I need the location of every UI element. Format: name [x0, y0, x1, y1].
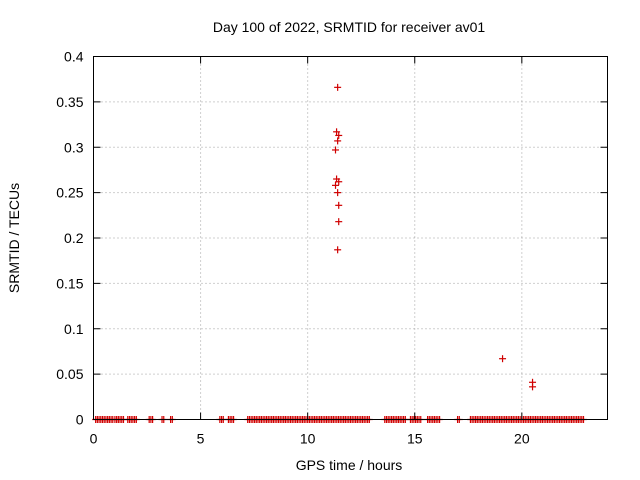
- data-point: [334, 246, 342, 254]
- data-point: [335, 201, 343, 209]
- data-point: [332, 146, 340, 154]
- x-tick-labels: 0 5 10 15 20: [90, 431, 530, 447]
- y-tick-label: 0.15: [56, 275, 83, 291]
- y-tick-label: 0.35: [56, 94, 83, 110]
- y-tick-label: 0.05: [56, 366, 83, 382]
- x-tick-label: 20: [514, 431, 530, 447]
- chart-title: Day 100 of 2022, SRMTID for receiver av0…: [213, 19, 486, 35]
- y-tick-label: 0.2: [64, 230, 84, 246]
- y-tick-label: 0.3: [64, 139, 84, 155]
- data-point: [529, 383, 537, 391]
- y-tick-labels: 0 0.05 0.1 0.15 0.2 0.25 0.3 0.35 0.4: [56, 49, 83, 428]
- y-axis-label: SRMTID / TECUs: [6, 183, 22, 293]
- y-tick-label: 0.4: [64, 49, 84, 65]
- y-tick-label: 0.25: [56, 185, 83, 201]
- data-point: [334, 137, 342, 145]
- x-axis-label: GPS time / hours: [296, 457, 403, 473]
- y-tick-label: 0: [76, 412, 84, 428]
- y-tick-label: 0.1: [64, 321, 84, 337]
- data-point: [335, 218, 343, 226]
- data-point: [499, 355, 507, 363]
- data-point: [332, 181, 340, 189]
- data-point: [335, 178, 343, 186]
- x-tick-label: 10: [300, 431, 316, 447]
- axis-ticks: [93, 56, 608, 420]
- x-tick-label: 0: [90, 431, 98, 447]
- data-point: [334, 83, 342, 91]
- data-point: [334, 189, 342, 197]
- x-tick-label: 15: [407, 431, 423, 447]
- x-tick-label: 5: [197, 431, 205, 447]
- data-point: [335, 131, 343, 139]
- data-points: [92, 83, 588, 423]
- grid-lines: [93, 56, 608, 420]
- data-point: [333, 128, 341, 136]
